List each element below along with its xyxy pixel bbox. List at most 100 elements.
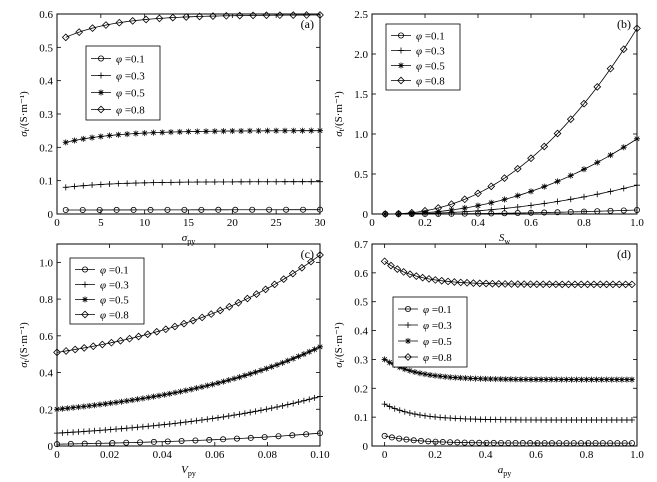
marker-diamond	[80, 344, 89, 352]
marker-circle	[461, 439, 468, 446]
marker-diamond	[399, 268, 408, 276]
marker-diamond	[207, 310, 216, 318]
y-tick-label: 0.6	[39, 331, 53, 343]
chart-panel-2: 0 0.2 0.4 0.6 0.8 1.0 0 0.5 1.0 1.5 2.0 2.5 Sw σt/(S·…	[333, 9, 644, 246]
marker-diamond	[234, 298, 243, 307]
x-tick-label: 0.2	[428, 449, 442, 461]
marker-circle	[81, 440, 88, 447]
marker-star	[145, 394, 152, 401]
y-tick-label: 1.5	[354, 89, 368, 101]
marker-circle	[247, 434, 254, 441]
marker-plus	[487, 416, 494, 423]
marker-star	[220, 378, 227, 385]
marker-diamond	[209, 12, 217, 20]
marker-plus	[528, 202, 534, 209]
marker-diamond	[61, 33, 70, 42]
marker-circle	[275, 433, 282, 440]
marker-plus	[594, 191, 601, 198]
marker-plus	[528, 416, 534, 423]
marker-star	[141, 130, 148, 137]
marker-diamond	[482, 279, 490, 288]
y-tick-label: 0.4	[39, 368, 53, 380]
marker-star	[70, 404, 77, 411]
marker-circle	[403, 436, 410, 443]
marker-plus	[215, 414, 222, 421]
marker-diamond	[494, 279, 503, 288]
marker-plus	[204, 416, 211, 423]
marker-diamond	[421, 206, 429, 215]
marker-diamond	[307, 257, 315, 266]
marker-plus	[134, 424, 141, 431]
legend: φ =0.1 φ =0.3 φ =0.5 φ =0.8	[385, 23, 461, 91]
marker-plus	[115, 180, 122, 187]
marker-diamond	[418, 273, 427, 282]
marker-plus	[299, 178, 306, 185]
marker-plus	[308, 178, 315, 185]
marker-circle	[556, 440, 563, 447]
marker-plus	[538, 416, 545, 423]
marker-star	[274, 361, 281, 368]
marker-star	[401, 366, 408, 373]
marker-star	[204, 382, 211, 389]
marker-circle	[233, 435, 240, 442]
marker-diamond	[545, 280, 554, 289]
marker-star	[541, 183, 548, 190]
marker-circle	[98, 55, 105, 62]
marker-plus	[517, 416, 524, 423]
marker-diamond	[155, 14, 164, 23]
marker-star	[514, 192, 521, 199]
marker-plus	[405, 322, 411, 328]
marker-plus	[225, 413, 232, 420]
x-tick-label: 0.8	[580, 449, 594, 461]
marker-plus	[608, 417, 615, 424]
marker-circle	[404, 305, 411, 312]
marker-plus	[59, 429, 66, 436]
marker-star	[96, 401, 103, 408]
marker-plus	[432, 413, 439, 420]
marker-plus	[145, 423, 152, 430]
legend-entry: φ =0.8	[423, 352, 452, 364]
y-tick-label: 0.6	[354, 268, 368, 280]
marker-star	[176, 128, 183, 135]
series-line	[56, 396, 321, 434]
series-plus	[54, 393, 323, 437]
marker-circle	[541, 209, 548, 216]
marker-star	[422, 209, 428, 216]
marker-star	[588, 376, 595, 383]
marker-diamond	[262, 11, 271, 20]
marker-star	[167, 129, 174, 136]
marker-diamond	[551, 280, 560, 289]
marker-plus	[274, 403, 281, 410]
marker-star	[59, 405, 66, 412]
x-tick-label: 0.2	[418, 217, 432, 229]
marker-star	[628, 376, 635, 383]
marker-diamond	[279, 275, 288, 284]
marker-star	[62, 139, 69, 146]
marker-star	[467, 375, 474, 382]
x-tick-label: 25	[271, 217, 283, 229]
marker-diamond	[527, 154, 535, 163]
marker-diamond	[116, 336, 125, 345]
marker-star	[381, 356, 388, 363]
y-tick-label: 0.4	[39, 76, 53, 88]
marker-plus	[141, 179, 148, 186]
marker-star	[166, 390, 173, 397]
marker-star	[497, 376, 504, 383]
marker-diamond	[107, 338, 116, 347]
marker-plus	[548, 416, 555, 423]
marker-plus	[113, 426, 120, 433]
marker-diamond	[456, 278, 465, 287]
marker-plus	[563, 416, 570, 423]
marker-star	[416, 370, 423, 377]
series-diamond	[380, 257, 636, 289]
marker-diamond	[62, 347, 70, 355]
marker-star	[268, 363, 275, 370]
marker-diamond	[407, 208, 416, 217]
marker-plus	[558, 416, 565, 423]
marker-star	[623, 376, 630, 383]
marker-plus	[193, 417, 200, 424]
marker-plus	[229, 178, 236, 185]
marker-diamond	[98, 340, 107, 349]
marker-diamond	[115, 18, 124, 27]
